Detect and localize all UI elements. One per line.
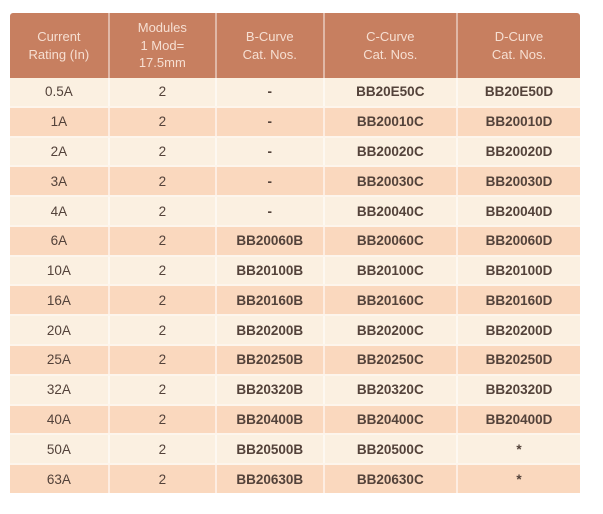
cell-current-rating: 16A bbox=[10, 286, 110, 315]
table-row: 63A 2 BB20630B BB20630C * bbox=[10, 465, 580, 493]
mcb-catalog-table: Current Rating (In) Modules 1 Mod= 17.5m… bbox=[10, 13, 580, 493]
table-row: 0.5A 2 - BB20E50C BB20E50D bbox=[10, 78, 580, 108]
cell-c-curve: BB20250C bbox=[325, 346, 458, 374]
cell-b-curve: BB20400B bbox=[217, 405, 325, 434]
table-row: 25A 2 BB20250B BB20250C BB20250D bbox=[10, 346, 580, 376]
table-row: 10A 2 BB20100B BB20100C BB20100D bbox=[10, 256, 580, 287]
cell-b-curve: BB20060B bbox=[217, 226, 325, 255]
cell-modules: 2 bbox=[110, 435, 217, 464]
cell-current-rating: 20A bbox=[10, 316, 110, 345]
cell-current-rating: 10A bbox=[10, 256, 110, 285]
cell-b-curve: BB20250B bbox=[217, 346, 325, 374]
cell-modules: 2 bbox=[110, 226, 217, 255]
cell-modules: 2 bbox=[110, 137, 217, 166]
cell-d-curve: BB20010D bbox=[485, 114, 553, 130]
column-header-current-rating: Current Rating (In) bbox=[10, 13, 110, 78]
cell-c-curve: BB20030C bbox=[325, 167, 458, 196]
cell-modules: 2 bbox=[110, 78, 217, 106]
table-row: 4A 2 - BB20040C BB20040D bbox=[10, 197, 580, 227]
cell-b-curve: BB20320B bbox=[217, 375, 325, 404]
cell-c-curve: BB20200C bbox=[325, 316, 458, 345]
cell-d-curve: * bbox=[516, 441, 522, 457]
cell-current-rating: 63A bbox=[10, 465, 110, 493]
cell-d-curve: BB20060D bbox=[485, 233, 553, 249]
table-row: 16A 2 BB20160B BB20160C BB20160D bbox=[10, 286, 580, 317]
column-header-d-curve: D-Curve Cat. Nos. bbox=[491, 28, 547, 62]
cell-current-rating: 4A bbox=[10, 197, 110, 225]
cell-d-curve: BB20160D bbox=[485, 292, 553, 308]
column-header-b-curve: B-Curve Cat. Nos. bbox=[217, 13, 325, 78]
cell-current-rating: 50A bbox=[10, 435, 110, 464]
cell-modules: 2 bbox=[110, 286, 217, 315]
cell-d-curve: BB20320D bbox=[485, 382, 553, 398]
cell-c-curve: BB20400C bbox=[325, 405, 458, 434]
cell-current-rating: 2A bbox=[10, 137, 110, 166]
cell-d-curve: BB20250D bbox=[485, 352, 553, 368]
table-row: 1A 2 - BB20010C BB20010D bbox=[10, 107, 580, 138]
table-row: 50A 2 BB20500B BB20500C * bbox=[10, 435, 580, 466]
column-header-c-curve: C-Curve Cat. Nos. bbox=[325, 13, 458, 78]
table-row: 2A 2 - BB20020C BB20020D bbox=[10, 137, 580, 168]
cell-modules: 2 bbox=[110, 375, 217, 404]
cell-b-curve: BB20500B bbox=[217, 435, 325, 464]
table-row: 20A 2 BB20200B BB20200C BB20200D bbox=[10, 316, 580, 347]
cell-d-curve: BB20030D bbox=[485, 173, 553, 189]
cell-d-curve: BB20200D bbox=[485, 322, 553, 338]
cell-modules: 2 bbox=[110, 107, 217, 136]
cell-b-curve: BB20200B bbox=[217, 316, 325, 345]
cell-modules: 2 bbox=[110, 346, 217, 374]
cell-d-curve: BB20040D bbox=[485, 203, 553, 219]
table-header-row: Current Rating (In) Modules 1 Mod= 17.5m… bbox=[10, 13, 580, 78]
table-row: 3A 2 - BB20030C BB20030D bbox=[10, 167, 580, 198]
cell-current-rating: 6A bbox=[10, 226, 110, 255]
table-body: 0.5A 2 - BB20E50C BB20E50D 1A 2 - BB2001… bbox=[10, 78, 580, 493]
cell-c-curve: BB20020C bbox=[325, 137, 458, 166]
cell-b-curve: BB20630B bbox=[217, 465, 325, 493]
cell-b-curve: - bbox=[217, 137, 325, 166]
cell-d-curve: * bbox=[516, 471, 522, 487]
cell-c-curve: BB20320C bbox=[325, 375, 458, 404]
cell-b-curve: BB20100B bbox=[217, 256, 325, 285]
cell-current-rating: 25A bbox=[10, 346, 110, 374]
cell-c-curve: BB20160C bbox=[325, 286, 458, 315]
cell-current-rating: 1A bbox=[10, 107, 110, 136]
cell-c-curve: BB20010C bbox=[325, 107, 458, 136]
cell-current-rating: 0.5A bbox=[10, 78, 110, 106]
cell-b-curve: BB20160B bbox=[217, 286, 325, 315]
cell-c-curve: BB20040C bbox=[325, 197, 458, 225]
cell-d-curve: BB20020D bbox=[485, 143, 553, 159]
cell-current-rating: 32A bbox=[10, 375, 110, 404]
cell-modules: 2 bbox=[110, 405, 217, 434]
table-row: 6A 2 BB20060B BB20060C BB20060D bbox=[10, 226, 580, 257]
cell-modules: 2 bbox=[110, 256, 217, 285]
cell-b-curve: - bbox=[217, 167, 325, 196]
table-row: 40A 2 BB20400B BB20400C BB20400D bbox=[10, 405, 580, 436]
cell-d-curve: BB20400D bbox=[485, 411, 553, 427]
cell-d-curve: BB20100D bbox=[485, 263, 553, 279]
cell-modules: 2 bbox=[110, 465, 217, 493]
cell-c-curve: BB20100C bbox=[325, 256, 458, 285]
table-row: 32A 2 BB20320B BB20320C BB20320D bbox=[10, 375, 580, 406]
cell-modules: 2 bbox=[110, 197, 217, 225]
cell-c-curve: BB20E50C bbox=[325, 78, 458, 106]
cell-modules: 2 bbox=[110, 316, 217, 345]
cell-c-curve: BB20630C bbox=[325, 465, 458, 493]
cell-c-curve: BB20060C bbox=[325, 226, 458, 255]
cell-b-curve: - bbox=[217, 197, 325, 225]
cell-current-rating: 40A bbox=[10, 405, 110, 434]
cell-current-rating: 3A bbox=[10, 167, 110, 196]
cell-b-curve: - bbox=[217, 78, 325, 106]
cell-c-curve: BB20500C bbox=[325, 435, 458, 464]
cell-d-curve: BB20E50D bbox=[484, 84, 554, 100]
cell-b-curve: - bbox=[217, 107, 325, 136]
cell-modules: 2 bbox=[110, 167, 217, 196]
column-header-modules: Modules 1 Mod= 17.5mm bbox=[110, 13, 217, 78]
